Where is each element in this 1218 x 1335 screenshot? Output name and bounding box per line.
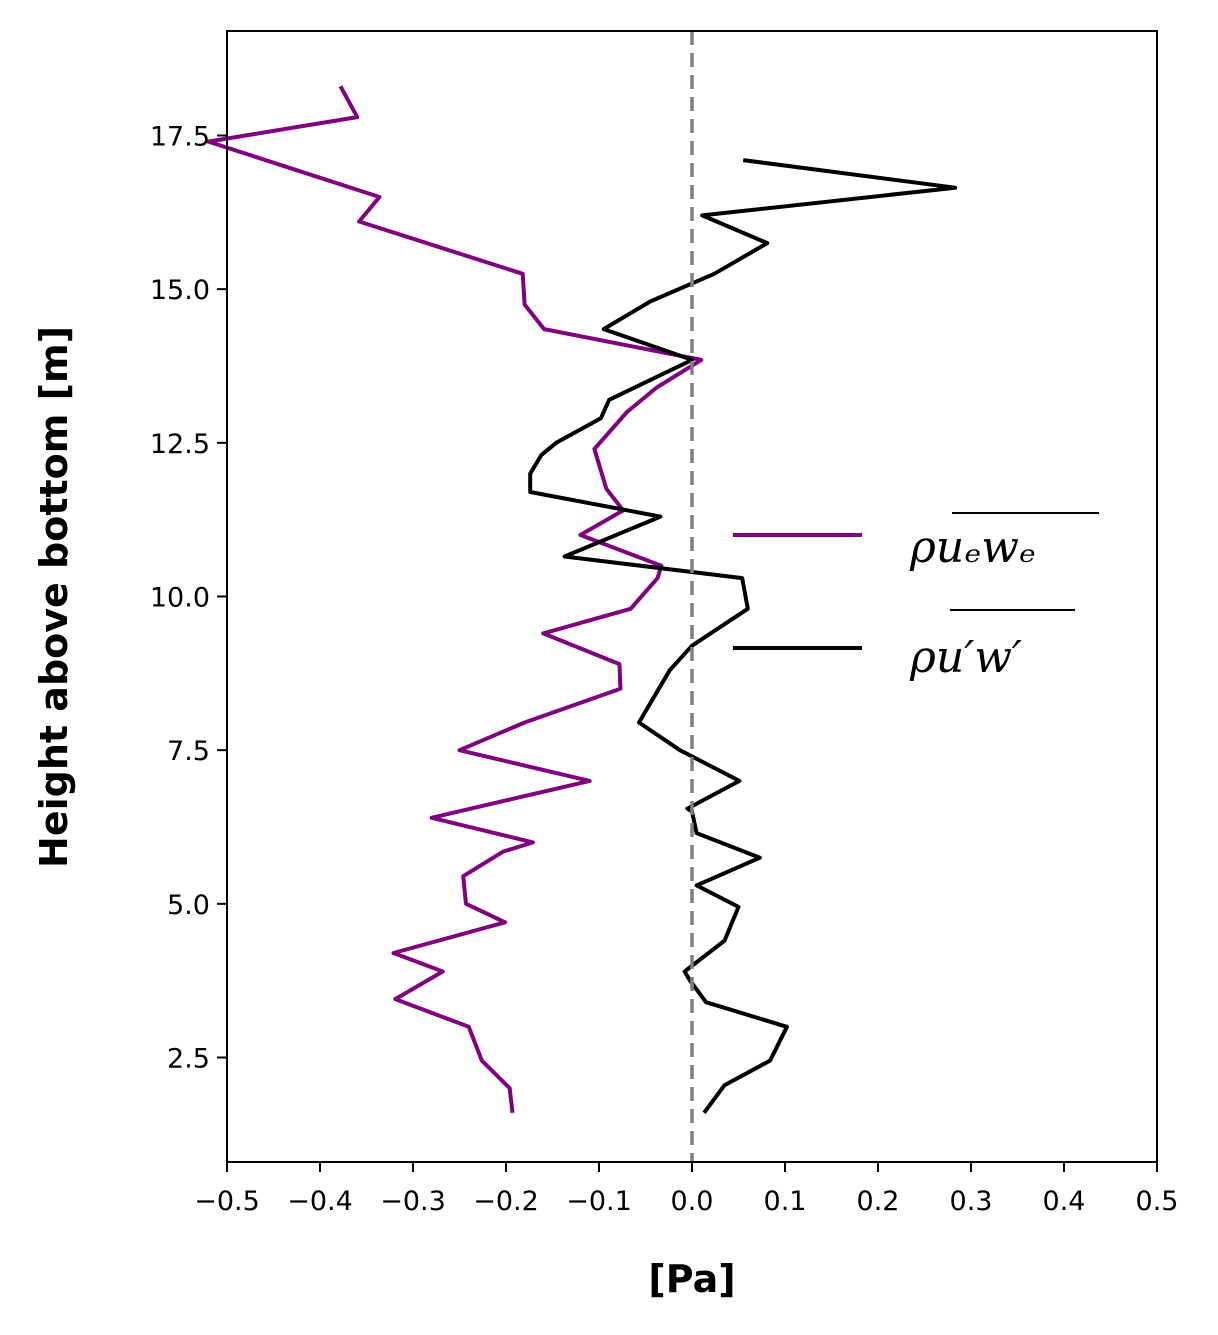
- x-tick-label: −0.1: [566, 1186, 632, 1217]
- x-tick-label: 0.5: [1136, 1186, 1179, 1217]
- y-tick-label: 17.5: [150, 121, 210, 152]
- x-tick-label: −0.5: [194, 1186, 260, 1217]
- legend: ρuₑwₑ ρu′w′: [733, 512, 1099, 683]
- legend-label-uw-prime: ρu′w′: [909, 632, 1022, 683]
- series-layer: [206, 85, 958, 1114]
- x-tick-label: −0.4: [287, 1186, 353, 1217]
- x-tick-label: 0.0: [671, 1186, 714, 1217]
- series-line-1: [528, 158, 958, 1114]
- y-axis-title: Height above bottom [m]: [32, 326, 76, 868]
- x-axis-ticks: −0.5 −0.4 −0.3 −0.2 −0.1 0.0 0.1 0.2 0.3 0.4 0.5: [194, 1162, 1178, 1217]
- x-tick-label: 0.4: [1043, 1186, 1086, 1217]
- series-line-0: [206, 85, 704, 1114]
- y-tick-label: 5.0: [167, 890, 210, 921]
- y-tick-label: 10.0: [150, 583, 210, 614]
- y-tick-label: 15.0: [150, 275, 210, 306]
- x-tick-label: 0.1: [764, 1186, 807, 1217]
- y-tick-label: 2.5: [167, 1044, 210, 1075]
- x-tick-label: 0.3: [950, 1186, 993, 1217]
- x-tick-label: −0.3: [380, 1186, 446, 1217]
- y-tick-label: 7.5: [167, 736, 210, 767]
- y-tick-label: 12.5: [150, 429, 210, 460]
- x-axis-title: [Pa]: [648, 1257, 735, 1301]
- legend-label-ueWe: ρuₑwₑ: [909, 522, 1036, 573]
- plot-area: [227, 31, 1157, 1162]
- x-tick-label: 0.2: [857, 1186, 900, 1217]
- x-tick-label: −0.2: [473, 1186, 539, 1217]
- y-axis-ticks: 2.5 5.0 7.5 10.0 12.5 15.0 17.5: [150, 121, 227, 1075]
